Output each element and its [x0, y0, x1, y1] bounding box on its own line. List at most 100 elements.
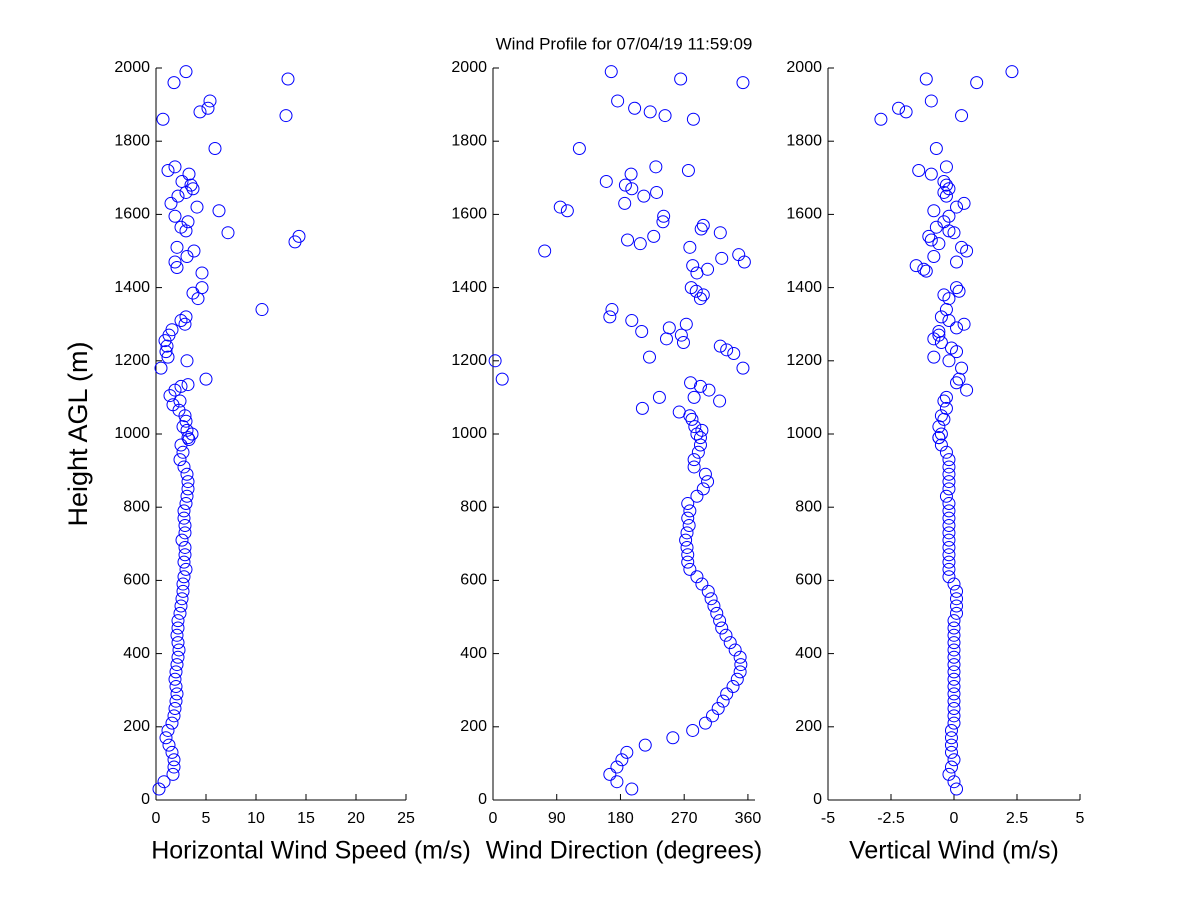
y-tick-label: 600: [460, 572, 487, 589]
point: [922, 229, 936, 243]
point: [919, 72, 933, 86]
point: [909, 259, 923, 273]
x-tick-label: 15: [297, 810, 315, 827]
point: [955, 109, 969, 123]
point: [610, 775, 624, 789]
point: [957, 317, 971, 331]
point: [169, 665, 183, 679]
point: [874, 112, 888, 126]
point: [177, 555, 191, 569]
point: [947, 226, 961, 240]
point: [175, 592, 189, 606]
point: [178, 526, 192, 540]
point: [638, 738, 652, 752]
point: [658, 109, 672, 123]
y-tick-label: 600: [795, 572, 822, 589]
point: [161, 350, 175, 364]
point: [939, 189, 953, 203]
x-tick-label: -5: [821, 810, 835, 827]
point: [175, 533, 189, 547]
point: [171, 189, 185, 203]
y-tick-label: 200: [795, 718, 822, 735]
point: [179, 497, 193, 511]
point: [681, 497, 695, 511]
point: [182, 167, 196, 181]
point: [927, 332, 941, 346]
point: [934, 336, 948, 349]
point: [560, 204, 574, 218]
point: [538, 244, 552, 258]
y-tick-label: 800: [795, 498, 822, 515]
point: [912, 163, 926, 177]
point: [944, 760, 958, 774]
point: [947, 636, 961, 650]
point: [190, 200, 204, 214]
point: [165, 716, 179, 730]
point: [701, 584, 715, 598]
x-tick-label: 180: [607, 810, 634, 827]
x-tick-label: 25: [397, 810, 415, 827]
x-tick-label: 360: [735, 810, 762, 827]
point: [603, 767, 617, 781]
point: [726, 680, 740, 694]
y-tick-label: 1600: [786, 206, 822, 223]
point: [937, 185, 951, 199]
point: [163, 389, 177, 403]
point: [696, 288, 710, 302]
point: [176, 420, 190, 434]
point: [950, 606, 964, 620]
point: [157, 775, 171, 789]
point: [939, 390, 953, 404]
point: [736, 361, 750, 375]
y-tick-label: 1400: [451, 279, 487, 296]
point: [650, 185, 664, 199]
point: [939, 489, 953, 503]
point: [947, 665, 961, 679]
point: [643, 105, 657, 119]
point: [572, 142, 586, 156]
y-tick-label: 600: [123, 572, 150, 589]
point: [716, 694, 730, 708]
point: [625, 314, 639, 328]
point: [191, 292, 205, 306]
point: [158, 334, 172, 348]
point: [932, 420, 946, 434]
y-tick-label: 1800: [114, 132, 150, 149]
point: [947, 702, 961, 715]
point: [919, 264, 933, 278]
point: [733, 650, 747, 664]
x-tick-label: 90: [548, 810, 566, 827]
x-tick-label: 270: [671, 810, 698, 827]
point: [690, 570, 704, 584]
point: [168, 160, 182, 174]
point: [952, 372, 966, 386]
point: [695, 423, 709, 437]
point: [950, 281, 964, 295]
point: [939, 445, 953, 459]
point: [160, 339, 174, 353]
point: [942, 540, 956, 554]
point: [171, 621, 185, 635]
point: [553, 200, 567, 214]
point: [950, 321, 964, 335]
point: [715, 251, 729, 265]
point: [676, 336, 690, 349]
y-tick-label: 2000: [451, 59, 487, 76]
point: [733, 665, 747, 679]
point: [603, 310, 617, 324]
point: [737, 255, 751, 269]
point: [681, 163, 695, 177]
point: [944, 731, 958, 745]
point: [942, 224, 956, 238]
point: [156, 112, 170, 126]
point: [715, 621, 729, 635]
point: [288, 235, 302, 249]
point: [942, 570, 956, 584]
point: [683, 562, 697, 576]
y-tick-label: 0: [141, 791, 150, 808]
y-tick-label: 200: [460, 718, 487, 735]
point: [610, 760, 624, 774]
point: [178, 540, 192, 554]
